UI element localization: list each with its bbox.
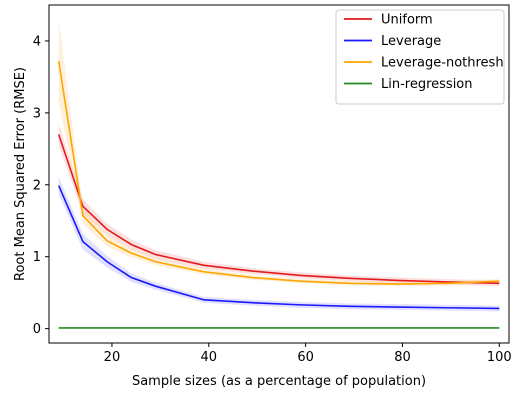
- legend-entry: Leverage: [381, 34, 441, 49]
- x-tick-label: 40: [201, 350, 218, 365]
- x-axis-ticks: 20 40 60 80 100: [104, 343, 512, 365]
- y-tick-label: 4: [33, 34, 41, 49]
- y-axis-label: Root Mean Squared Error (RMSE): [13, 67, 28, 281]
- x-tick-label: 80: [394, 350, 411, 365]
- x-axis-label: Sample sizes (as a percentage of populat…: [132, 374, 426, 389]
- legend-entry: Leverage-nothresh: [381, 56, 504, 71]
- legend: Uniform Leverage Leverage-nothresh Lin-regr…: [335, 9, 505, 105]
- band-uniform: [58, 123, 500, 287]
- plot-frame: [48, 4, 510, 344]
- y-tick-label: 0: [33, 322, 41, 337]
- y-tick-label: 3: [33, 106, 41, 121]
- line-leverage-nothresh: [57, 60, 500, 285]
- y-tick-label: 2: [33, 178, 41, 193]
- legend-entry: Lin-regression: [381, 77, 473, 92]
- legend-entry: Uniform: [381, 13, 433, 28]
- line-leverage: [57, 185, 500, 310]
- x-tick-label: 60: [297, 350, 314, 365]
- y-tick-label: 1: [33, 250, 41, 265]
- line-uniform: [57, 134, 500, 285]
- x-tick-label: 20: [104, 350, 121, 365]
- x-tick-label: 100: [487, 350, 512, 365]
- y-axis-ticks: 0 1 2 3 4: [33, 34, 49, 337]
- legend-frame: [335, 9, 505, 105]
- series-lines: [57, 60, 500, 329]
